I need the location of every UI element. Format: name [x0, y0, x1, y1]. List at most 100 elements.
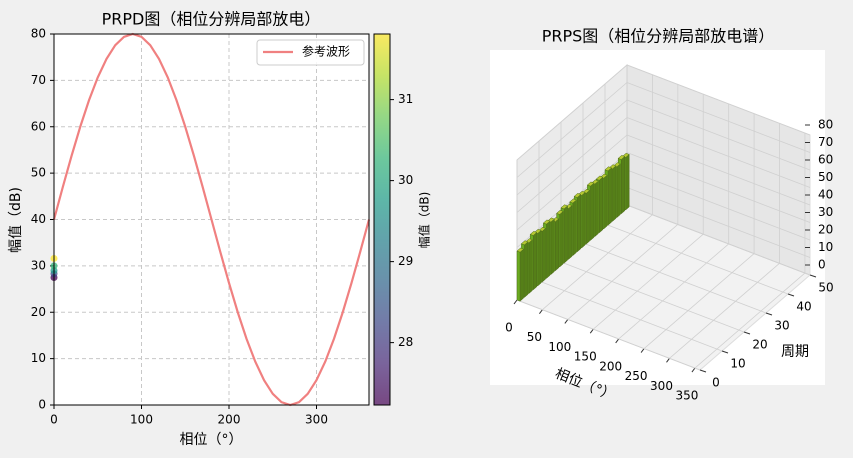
bar-side: [581, 191, 586, 249]
bar-side: [519, 248, 524, 302]
z-tick-label: 0: [818, 258, 826, 272]
axes-frame: [53, 33, 370, 406]
colorbar-tick-label: 28: [398, 335, 413, 349]
bar-top: [573, 193, 582, 198]
bar-side: [559, 210, 564, 268]
x-tick-label: 200: [599, 359, 622, 373]
tick: [765, 312, 773, 316]
tick: [809, 274, 817, 278]
bar-top: [516, 247, 525, 253]
reference-line: [52, 32, 371, 407]
grid-line: [626, 99, 811, 171]
y-tick-label: 60: [31, 119, 46, 133]
tick: [666, 358, 670, 363]
grid-line: [567, 224, 679, 320]
grid-line: [626, 152, 811, 223]
bar-top: [529, 231, 538, 236]
bar-side: [603, 174, 608, 230]
bar-side: [537, 229, 542, 287]
grid-line: [643, 253, 755, 349]
bar-front: [516, 250, 521, 302]
z-tick-label: 70: [818, 135, 833, 149]
bar-top: [586, 181, 595, 187]
bar-side: [555, 218, 560, 272]
y-tick-label: 20: [31, 305, 46, 319]
grid-line: [626, 82, 811, 153]
bar-side: [577, 193, 582, 253]
grid-line: [626, 187, 811, 258]
bar-top: [595, 175, 604, 181]
bar-side: [607, 167, 612, 226]
colorbar-tick-label: 29: [398, 254, 413, 268]
y-axis-label: 周期: [781, 344, 809, 360]
bar-side: [568, 205, 573, 260]
x-tick-label: 50: [527, 330, 542, 344]
bar-top: [604, 166, 613, 172]
y-tick-label: 30: [31, 258, 46, 272]
bar-top: [560, 204, 569, 210]
y-tick-label: 10: [730, 357, 745, 371]
z-tick-label: 40: [818, 188, 833, 202]
bar-side: [533, 231, 538, 291]
grid-line: [626, 117, 811, 188]
grid-line: [592, 233, 704, 330]
grid-line: [538, 280, 723, 352]
legend-box: [256, 39, 365, 66]
z-tick-label: 10: [818, 240, 833, 254]
tick: [539, 309, 543, 315]
tick: [513, 299, 518, 305]
colorbar-tick-label: 31: [398, 92, 413, 106]
y-tick-label: 50: [31, 166, 46, 180]
x-tick-label: 0: [50, 413, 58, 427]
grid-line: [516, 99, 628, 196]
bar-side: [616, 163, 621, 219]
tick: [787, 293, 795, 297]
y-tick-label: 80: [31, 27, 46, 41]
grid-line: [516, 82, 628, 178]
bar-side: [585, 189, 590, 245]
y-tick-label: 50: [818, 281, 833, 295]
y-tick-label: 0: [38, 398, 46, 412]
grid-line: [560, 261, 745, 333]
grid-line: [669, 263, 780, 359]
z-tick-label: 80: [818, 118, 833, 132]
bar-side: [546, 220, 551, 279]
tick: [699, 369, 707, 373]
grid-line: [626, 204, 811, 276]
y-tick-label: 70: [31, 73, 46, 87]
grid-line: [542, 214, 653, 311]
bar-side: [572, 199, 577, 257]
bar-side: [590, 182, 595, 241]
x-tick-label: 150: [574, 350, 597, 364]
bar-side: [524, 241, 529, 298]
x-tick-label: 0: [505, 321, 513, 335]
grid-line: [516, 117, 628, 213]
z-tick-label: 60: [818, 153, 833, 167]
bar-side: [621, 155, 626, 215]
bar-side: [563, 205, 568, 264]
bar-side: [625, 153, 630, 211]
bar-side: [550, 218, 555, 276]
grid-line: [694, 272, 806, 369]
x-tick-label: 200: [218, 413, 241, 427]
bar-side: [528, 239, 533, 295]
bar-top: [556, 209, 564, 215]
x-tick-label: 300: [650, 379, 673, 393]
y-tick-label: 30: [774, 319, 789, 333]
x-tick-label: 350: [675, 389, 698, 403]
grid-line: [626, 134, 811, 206]
x-tick-label: 100: [548, 340, 571, 354]
y-tick-label: 40: [796, 300, 811, 314]
y-tick-label: 20: [752, 338, 767, 352]
colorbar: [373, 33, 391, 406]
tick: [721, 350, 729, 354]
bar-side: [541, 227, 546, 283]
grid-line: [626, 64, 811, 136]
z-tick-label: 30: [818, 205, 833, 219]
tick: [615, 338, 620, 344]
chart-title: PRPS图（相位分辨局部放电谱）: [542, 27, 775, 46]
grid-line: [604, 223, 789, 295]
colorbar-tick-label: 30: [398, 173, 413, 187]
y-tick-label: 40: [31, 212, 46, 226]
